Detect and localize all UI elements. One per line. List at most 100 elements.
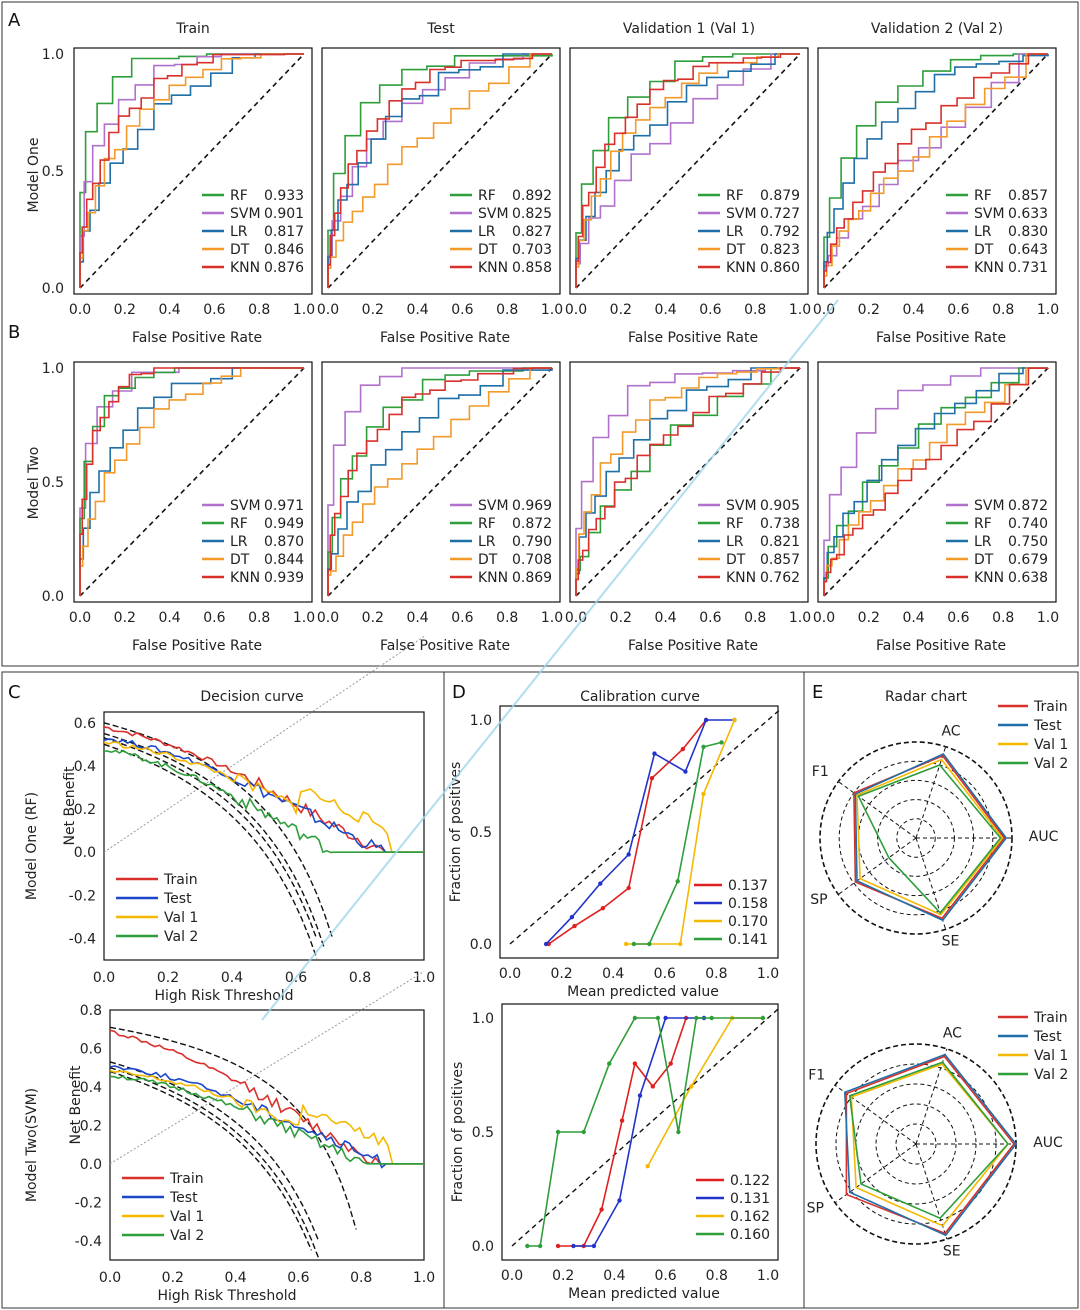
net-benefit-curve [103,749,424,854]
roc-curve-lr [575,367,800,596]
x-tick-label: 0.6 [451,610,473,626]
legend-model-name: KNN [974,260,1004,276]
calibration-curve-red [558,1017,687,1247]
calibration-point [581,1129,586,1135]
legend-auc-value: 0.708 [512,552,552,568]
x-axis-label: False Positive Rate [132,330,262,346]
section-label-b: B [8,322,20,343]
legend-auc-value: 0.872 [512,516,552,532]
calibration-point [626,852,631,857]
legend-auc-value: 0.939 [264,570,304,586]
x-axis-label: Mean predicted value [567,984,719,1000]
roc-curve-knn [823,53,1048,288]
x-tick-label: 0.2 [610,610,632,626]
roc-curve-dt [823,53,1048,288]
net-benefit-curve [103,741,424,853]
roc-curve-svm [327,367,552,596]
legend-model-name: LR [230,224,248,240]
x-tick-label: 0.4 [603,1268,625,1284]
legend-auc-value: 0.857 [1008,188,1048,204]
legend-label: Train [169,1171,204,1187]
calibration-point [719,740,724,745]
legend-auc-value: 0.727 [760,206,800,222]
calibration-plot-frame [499,705,779,959]
calibration-point [632,1015,638,1021]
roc-curve-knn [79,367,304,596]
x-tick-label: 0.6 [654,966,676,982]
radar-grid-ring [838,760,994,916]
roc-curve-dt [575,367,800,596]
legend-brier-score: 0.131 [730,1191,770,1207]
net-benefit-curve [109,1065,424,1169]
legend-model-name: LR [974,224,992,240]
x-tick-label: 0.8 [248,610,270,626]
calibration-point [683,769,688,774]
legend-model-name: KNN [974,570,1004,586]
y-tick-label: 0.8 [80,1003,102,1019]
treat-all-curve [103,722,333,937]
x-tick-label: 0.8 [349,970,371,986]
x-tick-label: 1.0 [1037,302,1059,318]
legend-label: Val 1 [1034,1048,1068,1064]
legend-model-name: DT [726,242,746,258]
calibration-point [543,941,549,947]
x-tick-label: 0.0 [93,970,115,986]
legend-auc-value: 0.740 [1008,516,1048,532]
calibration-point [637,1093,643,1098]
x-tick-label: 0.8 [496,302,518,318]
y-tick-label: 0.2 [74,802,96,818]
legend-model-name: LR [478,534,496,550]
y-axis-label: Net Benefit [62,766,78,846]
calibration-point [689,1084,694,1089]
legend-brier-score: 0.162 [730,1209,770,1225]
legend-auc-value: 0.901 [264,206,304,222]
roc-curve-dt [79,53,304,288]
legend-model-name: RF [230,516,248,532]
roc-panel-title: Validation 1 (Val 1) [623,21,755,37]
legend-model-name: DT [726,552,746,568]
legend-label: Test [169,1190,198,1206]
calibration-point [650,1084,655,1089]
y-tick-label: 0.5 [42,164,64,180]
legend-auc-value: 0.750 [1008,534,1048,550]
legend-label: Val 1 [170,1209,204,1225]
x-tick-label: 0.0 [499,966,521,982]
legend-label: Val 2 [170,1228,204,1244]
calibration-point [701,791,706,797]
calibration-point [632,1061,638,1066]
legend-auc-value: 0.762 [760,570,800,586]
legend-auc-value: 0.827 [512,224,552,240]
calibration-point [663,1015,668,1021]
x-tick-label: 0.6 [947,610,969,626]
legend-label: Val 1 [164,910,198,926]
roc-curve-knn [575,367,801,596]
radar-series-polygon [857,764,1002,915]
legend-model-name: KNN [726,260,756,276]
roc-curve-knn [823,367,1049,596]
legend-auc-value: 0.869 [512,570,552,586]
x-tick-label: 1.0 [1037,610,1059,626]
roc-curve-svm [327,53,552,288]
legend-auc-value: 0.830 [1008,224,1048,240]
x-tick-label: 0.2 [552,1268,574,1284]
y-tick-label: 0.5 [42,475,64,491]
x-tick-label: 1.0 [757,966,779,982]
roc-curve-dt [327,53,552,288]
x-tick-label: 0.8 [744,610,766,626]
radar-outer-ring [819,741,1013,935]
x-tick-label: 0.8 [992,610,1014,626]
legend-auc-value: 0.790 [512,534,552,550]
roc-curve-rf [327,54,553,288]
roc-plot-frame [73,361,313,603]
x-tick-label: 0.4 [654,302,676,318]
treat-all-curve [103,743,318,959]
section-label-c: C [8,682,21,703]
row-label-model-two: Model Two [26,447,42,520]
calibration-point [675,879,680,884]
legend-auc-value: 0.703 [512,242,552,258]
x-tick-label: 0.8 [744,302,766,318]
legend-model-name: LR [974,534,992,550]
x-tick-label: 0.6 [699,302,721,318]
calibration-point [647,941,652,947]
calibration-point [599,1207,604,1212]
